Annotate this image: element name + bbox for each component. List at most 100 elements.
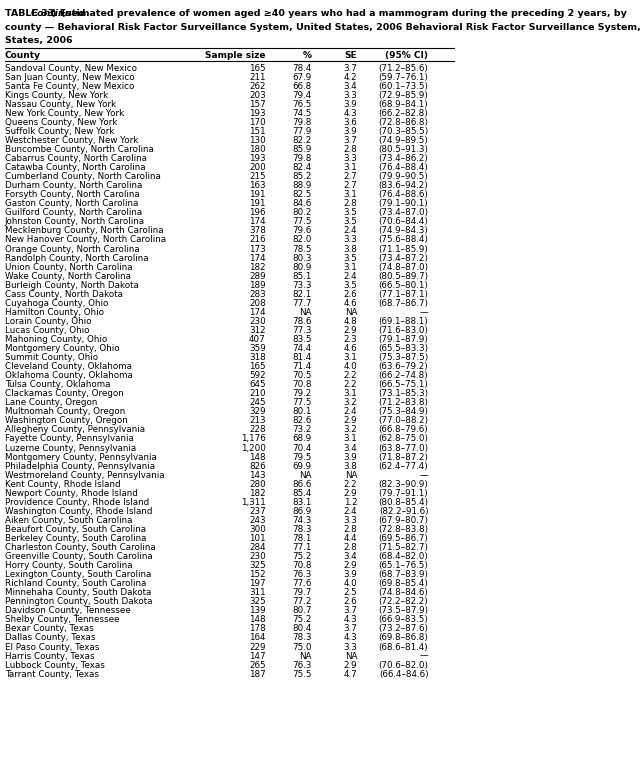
Text: Guilford County, North Carolina: Guilford County, North Carolina bbox=[4, 208, 142, 217]
Text: Forsyth County, North Carolina: Forsyth County, North Carolina bbox=[4, 190, 139, 199]
Text: 75.0: 75.0 bbox=[292, 643, 312, 652]
Text: San Juan County, New Mexico: San Juan County, New Mexico bbox=[4, 73, 134, 82]
Text: 148: 148 bbox=[249, 453, 266, 462]
Text: (80.5–89.7): (80.5–89.7) bbox=[378, 272, 428, 281]
Text: Berkeley County, South Carolina: Berkeley County, South Carolina bbox=[4, 534, 146, 543]
Text: 2.8: 2.8 bbox=[344, 525, 358, 534]
Text: 3.3: 3.3 bbox=[344, 235, 358, 245]
Text: Cumberland County, North Carolina: Cumberland County, North Carolina bbox=[4, 172, 160, 181]
Text: NA: NA bbox=[345, 471, 358, 480]
Text: 3.4: 3.4 bbox=[344, 552, 358, 561]
Text: 2.3: 2.3 bbox=[344, 335, 358, 344]
Text: 2.4: 2.4 bbox=[344, 407, 358, 416]
Text: 203: 203 bbox=[249, 91, 266, 100]
Text: Queens County, New York: Queens County, New York bbox=[4, 118, 117, 127]
Text: 2.8: 2.8 bbox=[344, 543, 358, 552]
Text: 3.1: 3.1 bbox=[344, 353, 358, 362]
Text: 645: 645 bbox=[249, 380, 266, 389]
Text: 3.4: 3.4 bbox=[344, 82, 358, 91]
Text: County: County bbox=[4, 51, 40, 60]
Text: 265: 265 bbox=[249, 661, 266, 670]
Text: 3.3: 3.3 bbox=[344, 516, 358, 525]
Text: 2.6: 2.6 bbox=[344, 290, 358, 299]
Text: (71.2–83.8): (71.2–83.8) bbox=[378, 398, 428, 407]
Text: 147: 147 bbox=[249, 652, 266, 661]
Text: Washington County, Rhode Island: Washington County, Rhode Island bbox=[4, 507, 152, 516]
Text: Bexar County, Texas: Bexar County, Texas bbox=[4, 625, 94, 634]
Text: (73.1–85.3): (73.1–85.3) bbox=[378, 389, 428, 398]
Text: Cass County, North Dakota: Cass County, North Dakota bbox=[4, 290, 122, 299]
Text: 83.5: 83.5 bbox=[292, 335, 312, 344]
Text: 237: 237 bbox=[249, 507, 266, 516]
Text: El Paso County, Texas: El Paso County, Texas bbox=[4, 643, 99, 652]
Text: Sandoval County, New Mexico: Sandoval County, New Mexico bbox=[4, 64, 137, 73]
Text: 78.3: 78.3 bbox=[292, 634, 312, 643]
Text: 2.9: 2.9 bbox=[344, 661, 358, 670]
Text: 3.5: 3.5 bbox=[344, 254, 358, 263]
Text: 359: 359 bbox=[249, 344, 266, 353]
Text: (66.5–80.1): (66.5–80.1) bbox=[379, 281, 428, 290]
Text: —: — bbox=[420, 308, 428, 317]
Text: (66.2–82.8): (66.2–82.8) bbox=[379, 109, 428, 118]
Text: (74.9–84.3): (74.9–84.3) bbox=[379, 226, 428, 235]
Text: 80.4: 80.4 bbox=[292, 625, 312, 634]
Text: 215: 215 bbox=[249, 172, 266, 181]
Text: SE: SE bbox=[345, 51, 358, 60]
Text: Pennington County, South Dakota: Pennington County, South Dakota bbox=[4, 597, 152, 606]
Text: 407: 407 bbox=[249, 335, 266, 344]
Text: Cabarrus County, North Carolina: Cabarrus County, North Carolina bbox=[4, 154, 147, 163]
Text: 82.4: 82.4 bbox=[292, 163, 312, 172]
Text: 148: 148 bbox=[249, 615, 266, 625]
Text: 182: 182 bbox=[249, 263, 266, 272]
Text: 1,311: 1,311 bbox=[241, 498, 266, 506]
Text: 178: 178 bbox=[249, 625, 266, 634]
Text: 211: 211 bbox=[249, 73, 266, 82]
Text: Mahoning County, Ohio: Mahoning County, Ohio bbox=[4, 335, 107, 344]
Text: 80.7: 80.7 bbox=[292, 606, 312, 615]
Text: 2.7: 2.7 bbox=[344, 181, 358, 190]
Text: Luzerne County, Pennsylvania: Luzerne County, Pennsylvania bbox=[4, 444, 136, 453]
Text: (72.8–86.8): (72.8–86.8) bbox=[378, 118, 428, 127]
Text: 77.7: 77.7 bbox=[292, 299, 312, 308]
Text: 230: 230 bbox=[249, 317, 266, 326]
Text: 68.9: 68.9 bbox=[292, 435, 312, 444]
Text: 4.3: 4.3 bbox=[344, 634, 358, 643]
Text: Horry County, South Carolina: Horry County, South Carolina bbox=[4, 561, 132, 570]
Text: 4.0: 4.0 bbox=[344, 579, 358, 588]
Text: (74.9–89.5): (74.9–89.5) bbox=[379, 136, 428, 145]
Text: 243: 243 bbox=[249, 516, 266, 525]
Text: 74.4: 74.4 bbox=[292, 344, 312, 353]
Text: 2.8: 2.8 bbox=[344, 199, 358, 208]
Text: 245: 245 bbox=[249, 398, 266, 407]
Text: 83.1: 83.1 bbox=[292, 498, 312, 506]
Text: 152: 152 bbox=[249, 570, 266, 579]
Text: 77.1: 77.1 bbox=[292, 543, 312, 552]
Text: Randolph County, North Carolina: Randolph County, North Carolina bbox=[4, 254, 148, 263]
Text: NA: NA bbox=[345, 652, 358, 661]
Text: (62.4–77.4): (62.4–77.4) bbox=[379, 462, 428, 471]
Text: Cuyahoga County, Ohio: Cuyahoga County, Ohio bbox=[4, 299, 108, 308]
Text: 3.1: 3.1 bbox=[344, 163, 358, 172]
Text: 69.9: 69.9 bbox=[292, 462, 312, 471]
Text: 2.4: 2.4 bbox=[344, 272, 358, 281]
Text: 70.8: 70.8 bbox=[292, 380, 312, 389]
Text: 180: 180 bbox=[249, 145, 266, 154]
Text: (82.2–91.6): (82.2–91.6) bbox=[379, 507, 428, 516]
Text: 191: 191 bbox=[249, 199, 266, 208]
Text: 4.7: 4.7 bbox=[344, 670, 358, 679]
Text: (69.5–86.7): (69.5–86.7) bbox=[379, 534, 428, 543]
Text: Suffolk County, New York: Suffolk County, New York bbox=[4, 127, 114, 136]
Text: Philadelphia County, Pennsylvania: Philadelphia County, Pennsylvania bbox=[4, 462, 154, 471]
Text: Westchester County, New York: Westchester County, New York bbox=[4, 136, 138, 145]
Text: 75.5: 75.5 bbox=[292, 670, 312, 679]
Text: (71.6–83.0): (71.6–83.0) bbox=[378, 326, 428, 335]
Text: 67.9: 67.9 bbox=[292, 73, 312, 82]
Text: (76.4–88.6): (76.4–88.6) bbox=[379, 190, 428, 199]
Text: (79.1–87.9): (79.1–87.9) bbox=[379, 335, 428, 344]
Text: 2.9: 2.9 bbox=[344, 561, 358, 570]
Text: 3.5: 3.5 bbox=[344, 217, 358, 226]
Text: 2.5: 2.5 bbox=[344, 588, 358, 597]
Text: Clackamas County, Oregon: Clackamas County, Oregon bbox=[4, 389, 123, 398]
Text: (70.6–84.4): (70.6–84.4) bbox=[379, 217, 428, 226]
Text: Washington County, Oregon: Washington County, Oregon bbox=[4, 416, 128, 425]
